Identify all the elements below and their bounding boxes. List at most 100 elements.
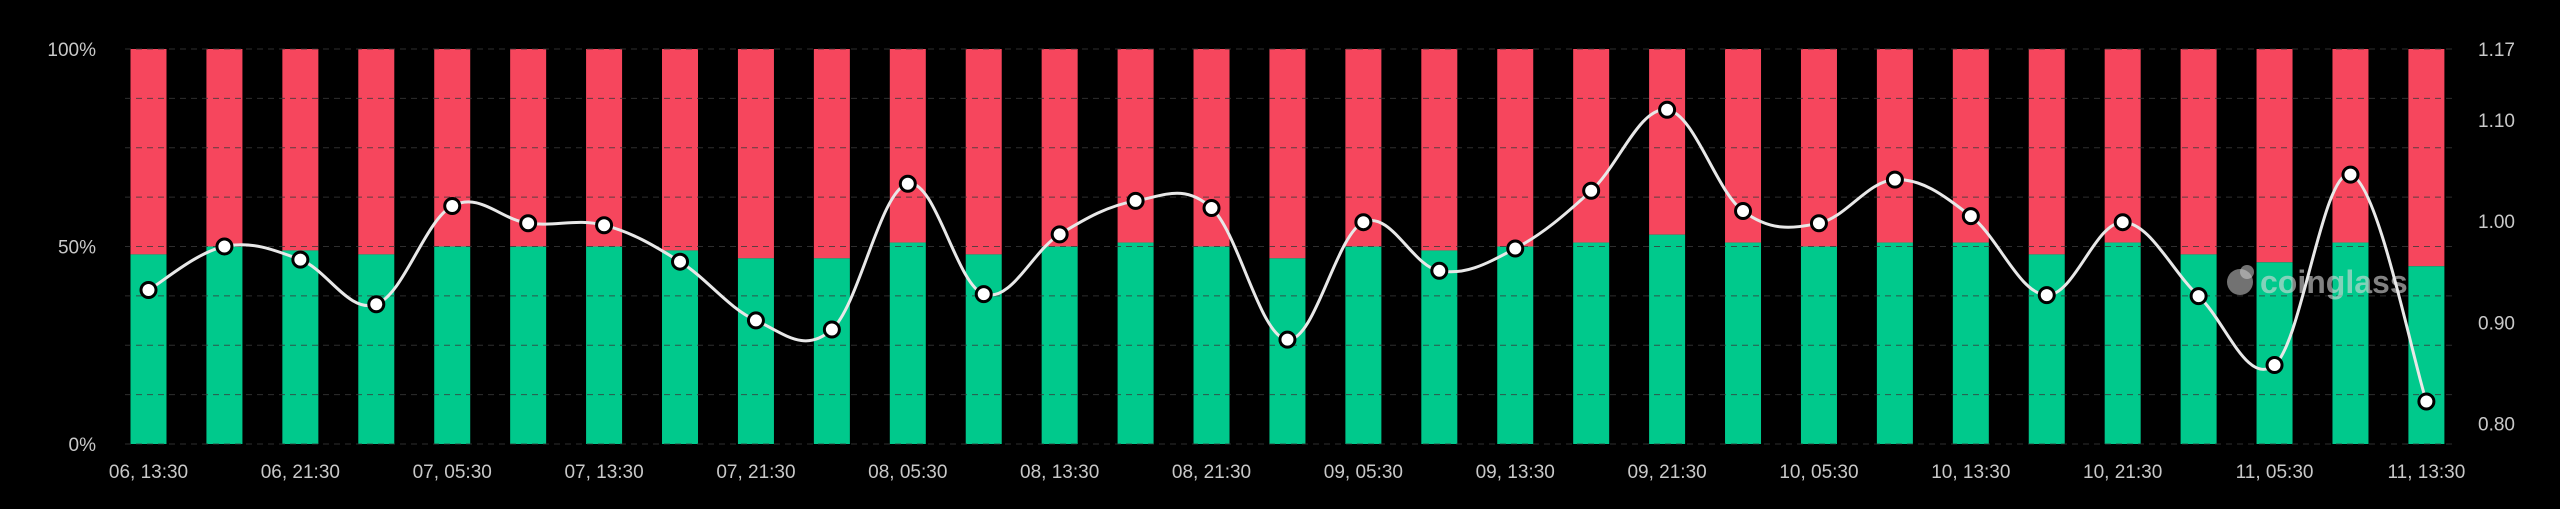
bar-short xyxy=(130,49,167,255)
y-right-tick-label: 0.80 xyxy=(2478,415,2515,436)
bar-long xyxy=(1269,258,1306,444)
bar-long xyxy=(2256,262,2293,444)
bar-short xyxy=(1876,49,1913,243)
bar-long xyxy=(510,246,547,444)
ratio-point xyxy=(1658,100,1677,119)
ratio-line xyxy=(147,108,2428,402)
ratio-point xyxy=(746,311,765,330)
x-tick-label: 09, 13:30 xyxy=(1476,462,1555,483)
bar-long xyxy=(2104,242,2141,444)
bar-long xyxy=(1876,242,1913,444)
bar-long xyxy=(1421,250,1458,444)
bar-long xyxy=(1117,242,1154,444)
ratio-point xyxy=(822,320,841,339)
ratio-point xyxy=(671,252,690,271)
bar-short xyxy=(889,49,926,243)
x-tick-label: 08, 13:30 xyxy=(1020,462,1099,483)
bar-long xyxy=(1952,242,1989,444)
x-tick-label: 09, 21:30 xyxy=(1627,462,1706,483)
ratio-point xyxy=(2341,165,2360,184)
y-right-tick-label: 1.10 xyxy=(2478,111,2515,132)
ratio-point xyxy=(1885,170,1904,189)
ratio-point xyxy=(1809,214,1828,233)
ratio-point xyxy=(2113,213,2132,232)
y-left-tick-label: 50% xyxy=(58,238,96,259)
watermark-text: coinglass xyxy=(2260,264,2408,300)
x-tick-label: 11, 13:30 xyxy=(2387,462,2465,483)
bar-long xyxy=(282,250,319,444)
bar-long xyxy=(2028,254,2065,444)
bar-long xyxy=(1725,242,1762,444)
ratio-point xyxy=(1734,202,1753,221)
x-tick-label: 08, 21:30 xyxy=(1172,462,1251,483)
x-tick-label: 09, 05:30 xyxy=(1324,462,1403,483)
bar-short xyxy=(510,49,547,247)
bar-short xyxy=(1573,49,1610,243)
x-tick-label: 07, 05:30 xyxy=(413,462,492,483)
ratio-point xyxy=(1202,199,1221,218)
x-tick-label: 06, 21:30 xyxy=(261,462,340,483)
ratio-point xyxy=(1354,213,1373,232)
bar-short xyxy=(1421,49,1458,251)
ratio-point xyxy=(367,295,386,314)
bar-short xyxy=(965,49,1002,255)
ratio-point xyxy=(1506,239,1525,258)
bar-long xyxy=(1193,246,1230,444)
bar-long xyxy=(358,254,395,444)
bar-long xyxy=(1649,234,1686,444)
x-tick-label: 07, 21:30 xyxy=(716,462,795,483)
x-tick-label: 06, 13:30 xyxy=(109,462,188,483)
y-right-tick-label: 1.00 xyxy=(2478,212,2515,233)
bar-long xyxy=(889,242,926,444)
ratio-point xyxy=(1582,181,1601,200)
bar-long xyxy=(1573,242,1610,444)
bar-long xyxy=(813,258,850,444)
bar-long xyxy=(2332,242,2369,444)
x-tick-label: 10, 21:30 xyxy=(2083,462,2162,483)
x-tick-label: 07, 13:30 xyxy=(564,462,643,483)
ratio-point xyxy=(139,281,158,300)
y-right-tick-label: 1.17 xyxy=(2478,40,2515,61)
ratio-point xyxy=(2265,356,2284,374)
bar-short xyxy=(2104,49,2141,243)
ratio-point xyxy=(291,250,310,269)
ratio-point xyxy=(215,237,234,256)
bar-short xyxy=(1649,49,1686,235)
bar-short xyxy=(358,49,395,255)
bar-short xyxy=(1117,49,1154,243)
x-tick-label: 10, 13:30 xyxy=(1931,462,2010,483)
ratio-point xyxy=(2417,392,2436,411)
bar-short xyxy=(2332,49,2369,243)
ratio-point xyxy=(1961,207,1980,226)
bar-short xyxy=(2256,49,2293,263)
ratio-point xyxy=(1278,330,1297,349)
bar-short xyxy=(2180,49,2217,255)
ratio-point xyxy=(519,214,538,233)
ratio-point xyxy=(974,285,993,304)
ratio-point xyxy=(1126,191,1145,210)
ratio-point xyxy=(898,174,917,193)
x-tick-label: 08, 05:30 xyxy=(868,462,947,483)
bar-short xyxy=(2028,49,2065,255)
bar-short xyxy=(1269,49,1306,259)
bar-short xyxy=(662,49,699,251)
bar-long xyxy=(662,250,699,444)
ratio-point xyxy=(2189,287,2208,306)
x-tick-label: 10, 05:30 xyxy=(1779,462,1858,483)
ratio-point xyxy=(595,216,614,235)
bar-short xyxy=(2408,49,2445,267)
x-tick-label: 11, 05:30 xyxy=(2236,462,2314,483)
y-right-tick-label: 0.90 xyxy=(2478,313,2515,334)
ratio-point xyxy=(1430,261,1449,280)
ratio-point xyxy=(1050,225,1069,244)
coinglass-logo-icon xyxy=(2240,265,2254,279)
bar-long xyxy=(434,246,471,444)
ratio-point xyxy=(443,196,462,215)
bar-long xyxy=(737,258,774,444)
bar-long xyxy=(2180,254,2217,444)
ratio-point xyxy=(2037,286,2056,305)
bar-short xyxy=(813,49,850,259)
bar-short xyxy=(737,49,774,259)
